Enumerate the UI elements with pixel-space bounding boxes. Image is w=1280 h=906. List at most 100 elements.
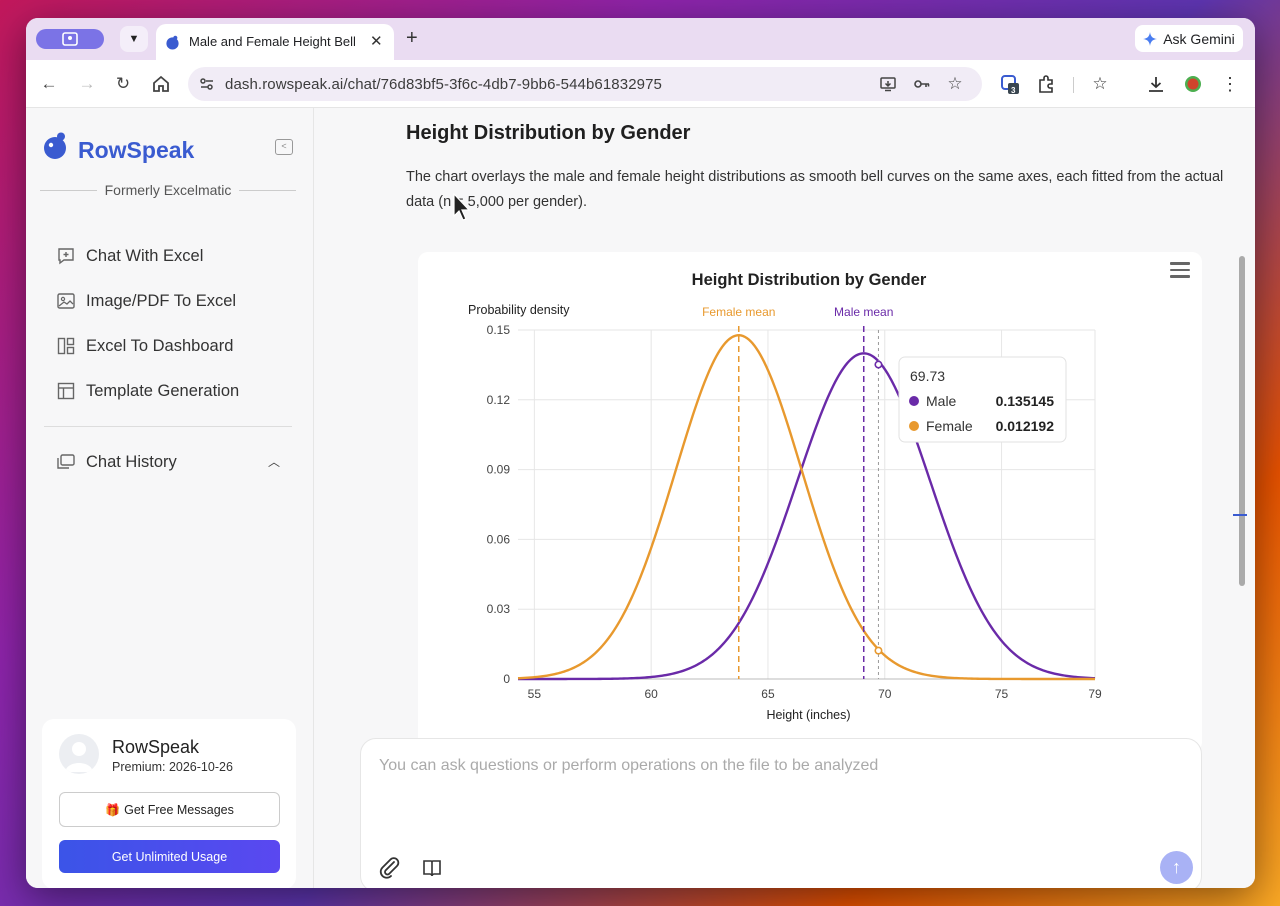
url-text: dash.rowspeak.ai/chat/76d83bf5-3f6c-4db7…	[225, 76, 662, 93]
site-settings-icon[interactable]	[198, 75, 216, 93]
sidebar: RowSpeak < Formerly Excelmatic Chat With…	[26, 108, 314, 888]
series-line-male	[518, 352, 1096, 681]
new-tab-button[interactable]: +	[406, 27, 418, 49]
reload-icon[interactable]: ↻	[115, 74, 131, 93]
sidebar-item-chat-with-excel[interactable]: Chat With Excel	[56, 244, 203, 268]
tab-close-icon[interactable]: ✕	[370, 33, 383, 50]
extension-badge-count: 3	[1011, 86, 1016, 95]
chart-menu-icon[interactable]	[1170, 262, 1190, 278]
sidebar-item-label: Chat With Excel	[86, 246, 204, 265]
rowspeak-logo-icon	[44, 132, 66, 159]
sidebar-divider	[44, 426, 292, 427]
sidebar-item-label: Excel To Dashboard	[86, 336, 234, 355]
more-menu-icon[interactable]: ⋮	[1221, 74, 1239, 94]
dashboard-icon	[57, 337, 75, 355]
chart-card: Height Distribution by Gender Probability…	[418, 252, 1202, 752]
tab-search-button[interactable]: ▼	[120, 26, 148, 52]
back-icon[interactable]: ←	[40, 74, 58, 93]
home-icon[interactable]	[150, 73, 172, 95]
hover-point-female	[874, 646, 883, 655]
sidebar-item-label: Template Generation	[86, 381, 240, 400]
hover-point-male	[874, 360, 883, 369]
gift-icon: 🎁	[105, 802, 121, 817]
y-tick-label: 0.09	[487, 463, 511, 477]
chat-history-icon	[57, 454, 75, 469]
hamburger-line	[1170, 262, 1190, 265]
tooltip-series-name: Female	[926, 418, 973, 434]
active-tab[interactable]: Male and Female Height Bell C ✕	[156, 24, 394, 60]
hamburger-line	[1170, 275, 1190, 278]
avatar	[59, 734, 99, 774]
tooltip-series-value: 0.012192	[996, 418, 1055, 434]
sidebar-item-label: Image/PDF To Excel	[86, 291, 237, 310]
tooltip-swatch	[909, 396, 919, 406]
sidebar-item-chat-history[interactable]: Chat History	[56, 450, 177, 474]
address-bar[interactable]: dash.rowspeak.ai/chat/76d83bf5-3f6c-4db7…	[188, 67, 982, 101]
mouse-cursor-icon	[453, 193, 471, 221]
tab-title: Male and Female Height Bell C	[189, 34, 359, 49]
chat-input[interactable]	[379, 757, 1159, 775]
forward-icon[interactable]: →	[78, 74, 96, 93]
install-app-icon[interactable]	[879, 75, 897, 93]
user-plan: Premium: 2026-10-26	[112, 760, 233, 774]
brand-name: RowSpeak	[78, 137, 195, 163]
bookmarks-icon[interactable]: ☆	[1092, 74, 1108, 93]
formerly-tagline: Formerly Excelmatic	[40, 182, 297, 198]
mean-label: Male mean	[834, 305, 893, 319]
browser-toolbar: ← → ↻ dash.rowspeak.ai/chat/76d83bf5-3f6…	[26, 60, 1255, 108]
send-button[interactable]: ↑	[1160, 851, 1193, 884]
scrollbar[interactable]	[1239, 256, 1245, 586]
chart-svg[interactable]: Height Distribution by Gender Probability…	[418, 252, 1202, 752]
user-avatar-icon	[65, 742, 93, 772]
get-unlimited-usage-button[interactable]: Get Unlimited Usage	[59, 840, 280, 873]
tagline-line-left	[40, 189, 97, 191]
gemini-icon	[1143, 31, 1158, 46]
chevron-down-icon: ▼	[128, 33, 140, 45]
user-card: RowSpeak Premium: 2026-10-26 🎁 Get Free …	[42, 719, 296, 888]
series-line-female	[517, 334, 1095, 681]
avatar-icon	[1185, 76, 1201, 92]
sidebar-item-excel-to-dashboard[interactable]: Excel To Dashboard	[56, 334, 233, 358]
chart-description: The chart overlays the male and female h…	[406, 169, 1224, 210]
y-tick-label: 0.06	[487, 532, 511, 546]
puzzle-extensions-icon[interactable]	[1036, 74, 1056, 94]
sidebar-item-image-pdf-to-excel[interactable]: Image/PDF To Excel	[56, 289, 236, 313]
scroll-position-marker	[1233, 514, 1247, 516]
password-key-icon[interactable]	[913, 75, 931, 93]
tooltip-series-value: 0.135145	[996, 393, 1055, 409]
sidebar-item-template-generation[interactable]: Template Generation	[56, 379, 239, 403]
user-name: RowSpeak	[112, 737, 200, 757]
y-tick-label: 0	[503, 672, 510, 686]
x-tick-label: 75	[995, 687, 1009, 701]
profile-button[interactable]	[36, 29, 104, 49]
collapse-sidebar-button[interactable]: <	[275, 139, 293, 155]
extension-icon	[1001, 75, 1019, 94]
x-tick-label: 65	[761, 687, 775, 701]
mean-label: Female mean	[702, 305, 775, 319]
main-content: Height Distribution by Gender The chart …	[314, 108, 1255, 888]
ask-gemini-label: Ask Gemini	[1163, 30, 1235, 47]
image-icon	[57, 293, 75, 309]
extension-badge-icon[interactable]: 3	[1000, 74, 1020, 95]
book-icon[interactable]	[421, 857, 443, 879]
chat-composer: ↑	[360, 738, 1202, 888]
download-icon[interactable]	[1146, 74, 1166, 94]
hamburger-line	[1170, 268, 1190, 271]
tagline-line-right	[239, 189, 297, 191]
tab-strip: ▼ Male and Female Height Bell C ✕ + Ask …	[26, 18, 1255, 60]
get-free-messages-button[interactable]: 🎁 Get Free Messages	[59, 792, 280, 827]
arrow-up-icon: ↑	[1172, 857, 1181, 877]
profile-avatar-icon[interactable]	[1183, 74, 1203, 94]
tooltip-series-name: Male	[926, 393, 957, 409]
profile-icon	[62, 32, 78, 46]
page-title: Height Distribution by Gender	[406, 122, 691, 144]
browser-window: ▼ Male and Female Height Bell C ✕ + Ask …	[26, 18, 1255, 888]
formerly-text: Formerly Excelmatic	[104, 182, 232, 198]
ask-gemini-button[interactable]: Ask Gemini	[1135, 25, 1243, 52]
chart-title: Height Distribution by Gender	[692, 271, 927, 289]
chevron-up-icon[interactable]: ︿	[268, 455, 281, 469]
attach-icon[interactable]	[377, 855, 403, 881]
bookmark-star-icon[interactable]: ☆	[947, 74, 963, 93]
toolbar-divider	[1073, 77, 1074, 93]
tooltip-box	[898, 356, 1067, 443]
